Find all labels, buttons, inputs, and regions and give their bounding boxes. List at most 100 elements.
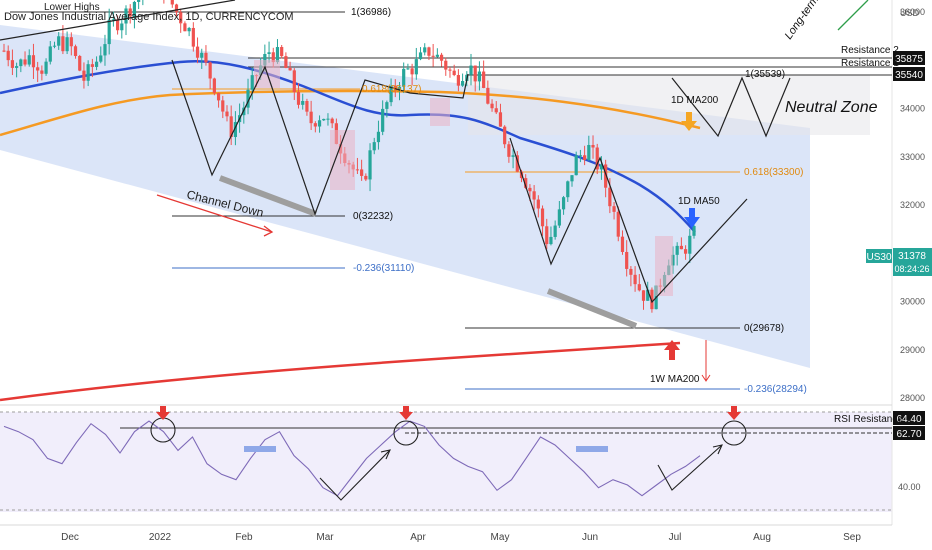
candle-body: [191, 27, 195, 47]
rsi-highlight-2: [576, 446, 608, 452]
candle-body: [528, 187, 532, 192]
candle-body: [456, 75, 460, 86]
support-bar-2: [546, 288, 638, 329]
bar-countdown: 08:24:26: [894, 264, 929, 274]
candle-body: [578, 155, 583, 157]
candle-body: [132, 1, 137, 17]
candle-body: [99, 55, 103, 62]
fib-36986: 1(36986): [351, 7, 391, 18]
candle-body: [322, 118, 326, 121]
candle-body: [444, 60, 448, 70]
resistance-value-1: 35875: [895, 54, 923, 65]
resistance-2-label: Resistance 2: [841, 45, 899, 56]
price-axis: 2800029000300003100032000330003400035000…: [900, 7, 925, 403]
candle-body: [111, 19, 115, 21]
candle-body: [549, 236, 553, 245]
candle-body: [591, 144, 595, 148]
candle-body: [90, 64, 94, 67]
rsi-arrow-3-icon: [727, 406, 741, 420]
candle-body: [229, 116, 233, 138]
candle-body: [195, 46, 200, 58]
candle-body: [540, 208, 545, 227]
rsi-zigzag-2: [657, 444, 723, 491]
candle-body: [19, 59, 23, 67]
candle-body: [498, 112, 503, 127]
candle-body: [221, 100, 225, 112]
candle-body: [15, 66, 19, 68]
candle-body: [280, 47, 284, 57]
candle-body: [524, 178, 528, 188]
candle-body: [574, 155, 578, 176]
rsi-line: [3, 420, 701, 497]
neutral-zone-box: [468, 75, 870, 135]
candle-body: [507, 144, 511, 157]
candle-body: [250, 75, 254, 90]
ma200-arrow-icon: [681, 112, 697, 131]
channel-down-arrow: [156, 194, 273, 233]
candle-body: [233, 122, 238, 138]
candle-body: [124, 8, 128, 24]
w-ma200-label: 1W MA200: [650, 374, 700, 385]
candle-body: [115, 19, 120, 31]
candle-body: [292, 70, 296, 93]
candle-body: [200, 52, 204, 58]
fib-29678: 0(29678): [744, 323, 784, 334]
fib-33300: 0.618(33300): [744, 167, 804, 178]
candle-body: [128, 8, 132, 17]
symbol-badge[interactable]: [866, 249, 892, 263]
candle-body: [410, 68, 414, 75]
candle-body: [641, 290, 646, 301]
candle-body: [376, 131, 381, 143]
candle-body: [553, 225, 557, 237]
candle-body: [406, 68, 410, 70]
time-axis: Dec 2022 Feb Mar Apr May Jun Jul Aug Sep: [61, 532, 861, 543]
candle-body: [120, 23, 124, 31]
ma200-label: 1D MA200: [671, 95, 719, 106]
candle-body: [435, 54, 439, 57]
zigzag-pattern-2: [509, 137, 748, 304]
candle-body: [532, 191, 536, 200]
candle-body: [137, 0, 141, 2]
candle-body: [692, 225, 696, 236]
candle-body: [482, 71, 486, 88]
candle-body: [103, 44, 107, 56]
candle-body: [494, 108, 498, 113]
rsi-circle-3: [721, 420, 747, 446]
candle-body: [73, 46, 78, 57]
fib-31110: -0.236(31110): [353, 263, 414, 274]
candle-body: [599, 164, 604, 170]
time-tick-3: Mar: [316, 532, 334, 543]
candle-body: [633, 274, 637, 285]
candle-body: [452, 70, 456, 76]
fib-35539: 1(35539): [745, 69, 785, 80]
candle-body: [583, 155, 587, 160]
candle-body: [296, 92, 301, 105]
candle-body: [389, 85, 393, 103]
last-price-badge: [893, 248, 932, 276]
candle-body: [27, 55, 31, 65]
candle-body: [309, 111, 313, 124]
resistance-badge-1: [893, 51, 925, 65]
reversal-label: Long-term Bullish reversal: [783, 0, 866, 42]
candle-body: [637, 284, 641, 291]
rsi-resistance-label: RSI Resistance: [834, 414, 903, 425]
candle-body: [679, 245, 683, 250]
candle-body: [385, 102, 389, 109]
candle-body: [275, 47, 280, 63]
candle-body: [608, 187, 612, 207]
candle-body: [448, 69, 452, 71]
candle-body: [246, 89, 250, 108]
time-tick-4: Apr: [410, 532, 426, 543]
candle-body: [204, 52, 208, 63]
candle-body: [566, 181, 570, 198]
candle-body: [65, 37, 69, 52]
candle-body: [397, 86, 402, 91]
candle-body: [625, 251, 629, 269]
candle-body: [473, 65, 477, 82]
rsi-badge-1: [893, 411, 925, 425]
candle-body: [271, 52, 275, 63]
candle-body: [305, 100, 309, 112]
candle-body: [469, 65, 473, 75]
candle-body: [208, 62, 212, 79]
